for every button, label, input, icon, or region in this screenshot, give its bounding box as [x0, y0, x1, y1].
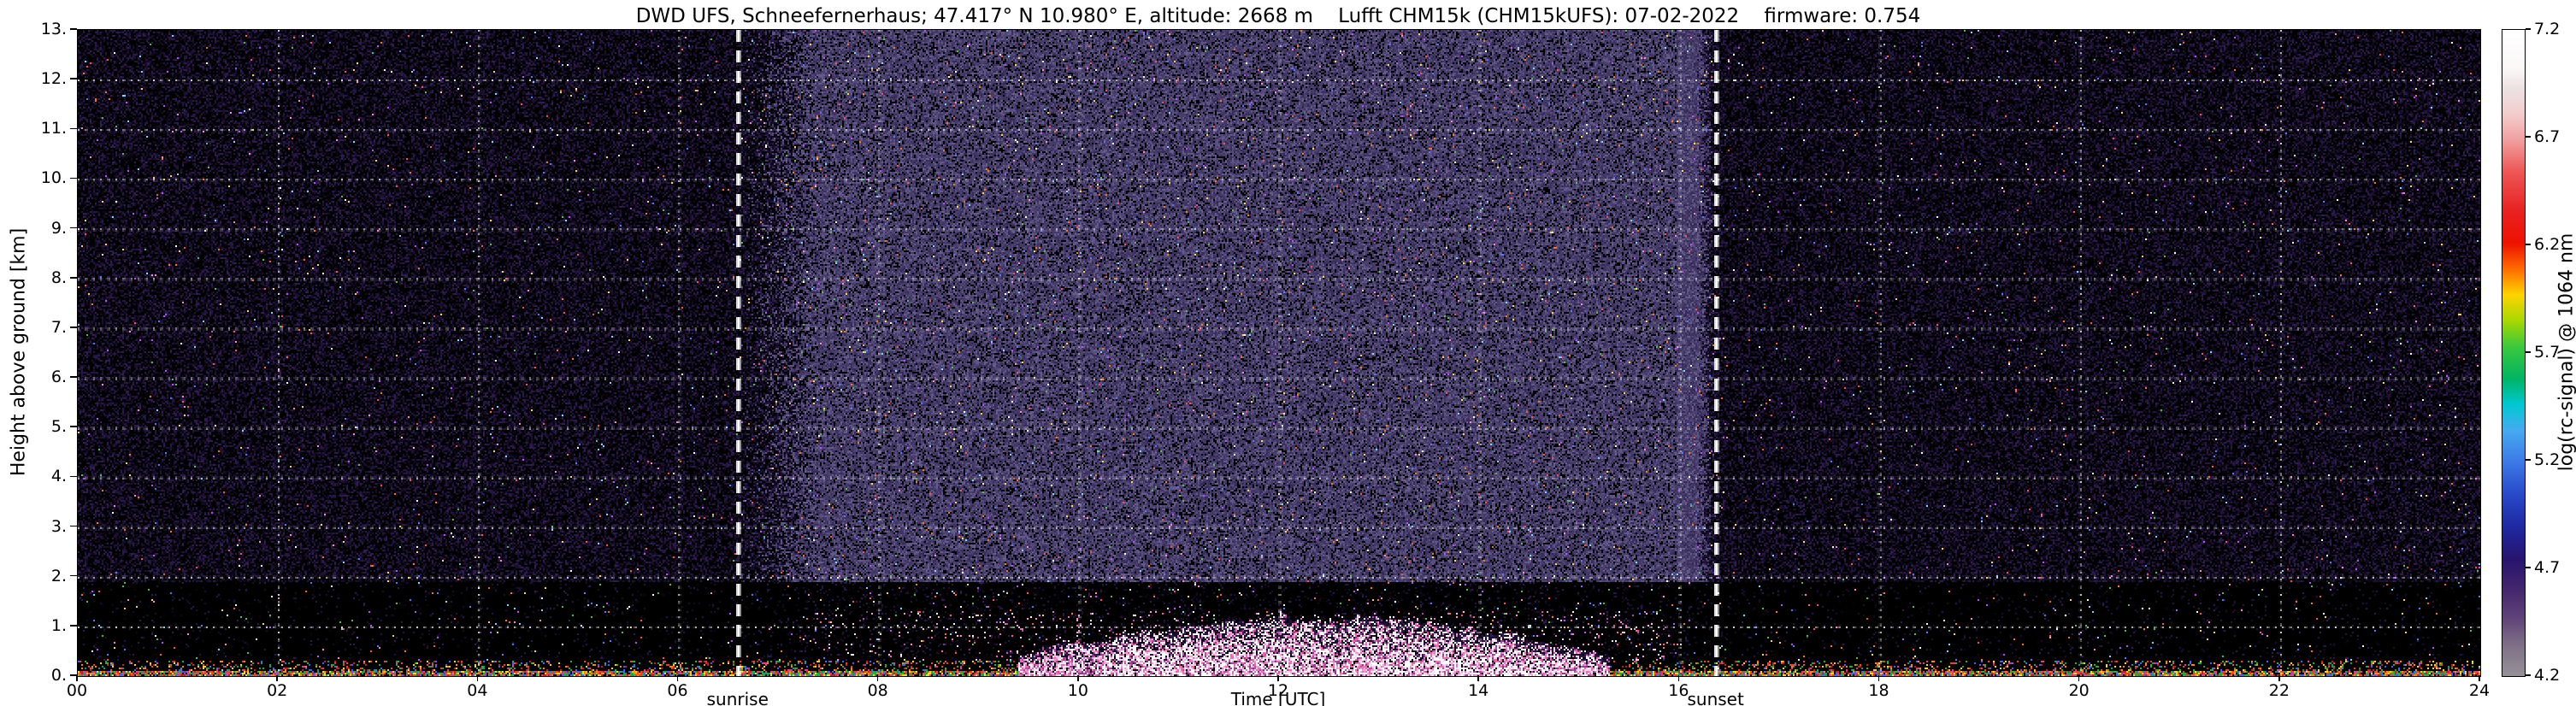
colorbar-tick-label: 7.2	[2534, 20, 2561, 38]
colorbar-tick-mark	[2526, 136, 2531, 138]
x-tick-label: 18	[1868, 681, 1889, 700]
colorbar-tick-mark	[2526, 28, 2531, 30]
y-tick-label: 10.	[40, 168, 67, 188]
y-tick-label: 7.	[50, 317, 67, 337]
x-tick-mark	[476, 675, 479, 681]
y-tick-mark	[70, 227, 77, 229]
x-tick-mark	[676, 675, 679, 681]
x-tick-label: 10	[1067, 681, 1088, 700]
y-tick-label: 12.	[40, 69, 67, 89]
x-tick-label: 20	[2068, 681, 2090, 700]
y-tick-label: 4.	[50, 467, 67, 486]
y-tick-mark	[70, 475, 77, 478]
x-tick-mark	[2078, 675, 2080, 681]
y-axis-label: Height above ground [km]	[8, 227, 30, 477]
colorbar-tick-mark	[2526, 567, 2531, 568]
y-tick-mark	[70, 327, 77, 328]
x-tick-mark	[2278, 675, 2280, 681]
y-tick-mark	[70, 525, 77, 527]
x-tick-label: 08	[867, 681, 888, 700]
y-tick-label: 0.	[50, 666, 67, 685]
x-tick-label: 16	[1668, 681, 1689, 700]
y-tick-label: 9.	[50, 218, 67, 238]
colorbar-tick-label: 6.2	[2534, 235, 2561, 254]
x-tick-label: 06	[667, 681, 688, 700]
y-tick-mark	[70, 376, 77, 378]
x-tick-mark	[2479, 675, 2480, 681]
x-tick-label: 24	[2468, 681, 2491, 700]
colorbar-tick-mark	[2526, 459, 2531, 461]
heatmap-canvas	[78, 30, 2480, 676]
x-tick-label: 02	[267, 681, 288, 700]
x-tick-mark	[276, 675, 278, 681]
y-tick-label: 5.	[50, 417, 67, 437]
colorbar-tick-label: 5.2	[2534, 450, 2561, 469]
y-tick-label: 11.	[40, 119, 67, 138]
plot-area	[77, 29, 2481, 677]
y-tick-label: 6.	[50, 368, 67, 387]
x-tick-mark	[876, 675, 879, 681]
x-tick-label: 14	[1468, 681, 1489, 700]
x-tick-label: 04	[467, 681, 488, 700]
colorbar	[2502, 29, 2526, 677]
x-axis-label: Time [UTC]	[1230, 689, 1326, 706]
y-tick-label: 13.	[40, 20, 67, 38]
colorbar-tick-mark	[2526, 674, 2531, 676]
y-tick-mark	[70, 127, 77, 130]
y-tick-label: 2.	[50, 566, 67, 585]
x-tick-label: 00	[66, 681, 88, 700]
colorbar-tick-mark	[2526, 351, 2531, 353]
colorbar-tick-mark	[2526, 244, 2531, 245]
colorbar-tick-label: 4.2	[2534, 666, 2561, 685]
y-tick-mark	[70, 426, 77, 427]
sunset-label: sunset	[1687, 689, 1744, 706]
y-tick-mark	[70, 574, 77, 577]
sunrise-label: sunrise	[706, 689, 769, 706]
colorbar-tick-label: 6.7	[2534, 127, 2561, 146]
x-tick-mark	[1677, 675, 1680, 681]
x-tick-mark	[1477, 675, 1479, 681]
x-tick-label: 22	[2268, 681, 2290, 700]
y-tick-label: 3.	[50, 516, 67, 536]
x-tick-label: 12	[1267, 681, 1289, 700]
x-tick-mark	[1277, 675, 1279, 681]
colorbar-tick-label: 4.7	[2534, 558, 2561, 577]
x-tick-mark	[76, 675, 78, 681]
y-tick-mark	[70, 277, 77, 279]
x-tick-mark	[1877, 675, 1880, 681]
y-tick-mark	[70, 625, 77, 627]
colorbar-tick-label: 5.7	[2534, 343, 2561, 362]
y-tick-mark	[70, 674, 77, 676]
y-tick-label: 8.	[50, 268, 67, 287]
y-tick-mark	[70, 28, 77, 30]
chart-title: DWD UFS, Schneefernerhaus; 47.417° N 10.…	[635, 5, 1921, 27]
y-tick-mark	[70, 177, 77, 179]
x-tick-mark	[1077, 675, 1079, 681]
y-tick-mark	[70, 78, 77, 79]
y-tick-label: 1.	[50, 615, 67, 635]
